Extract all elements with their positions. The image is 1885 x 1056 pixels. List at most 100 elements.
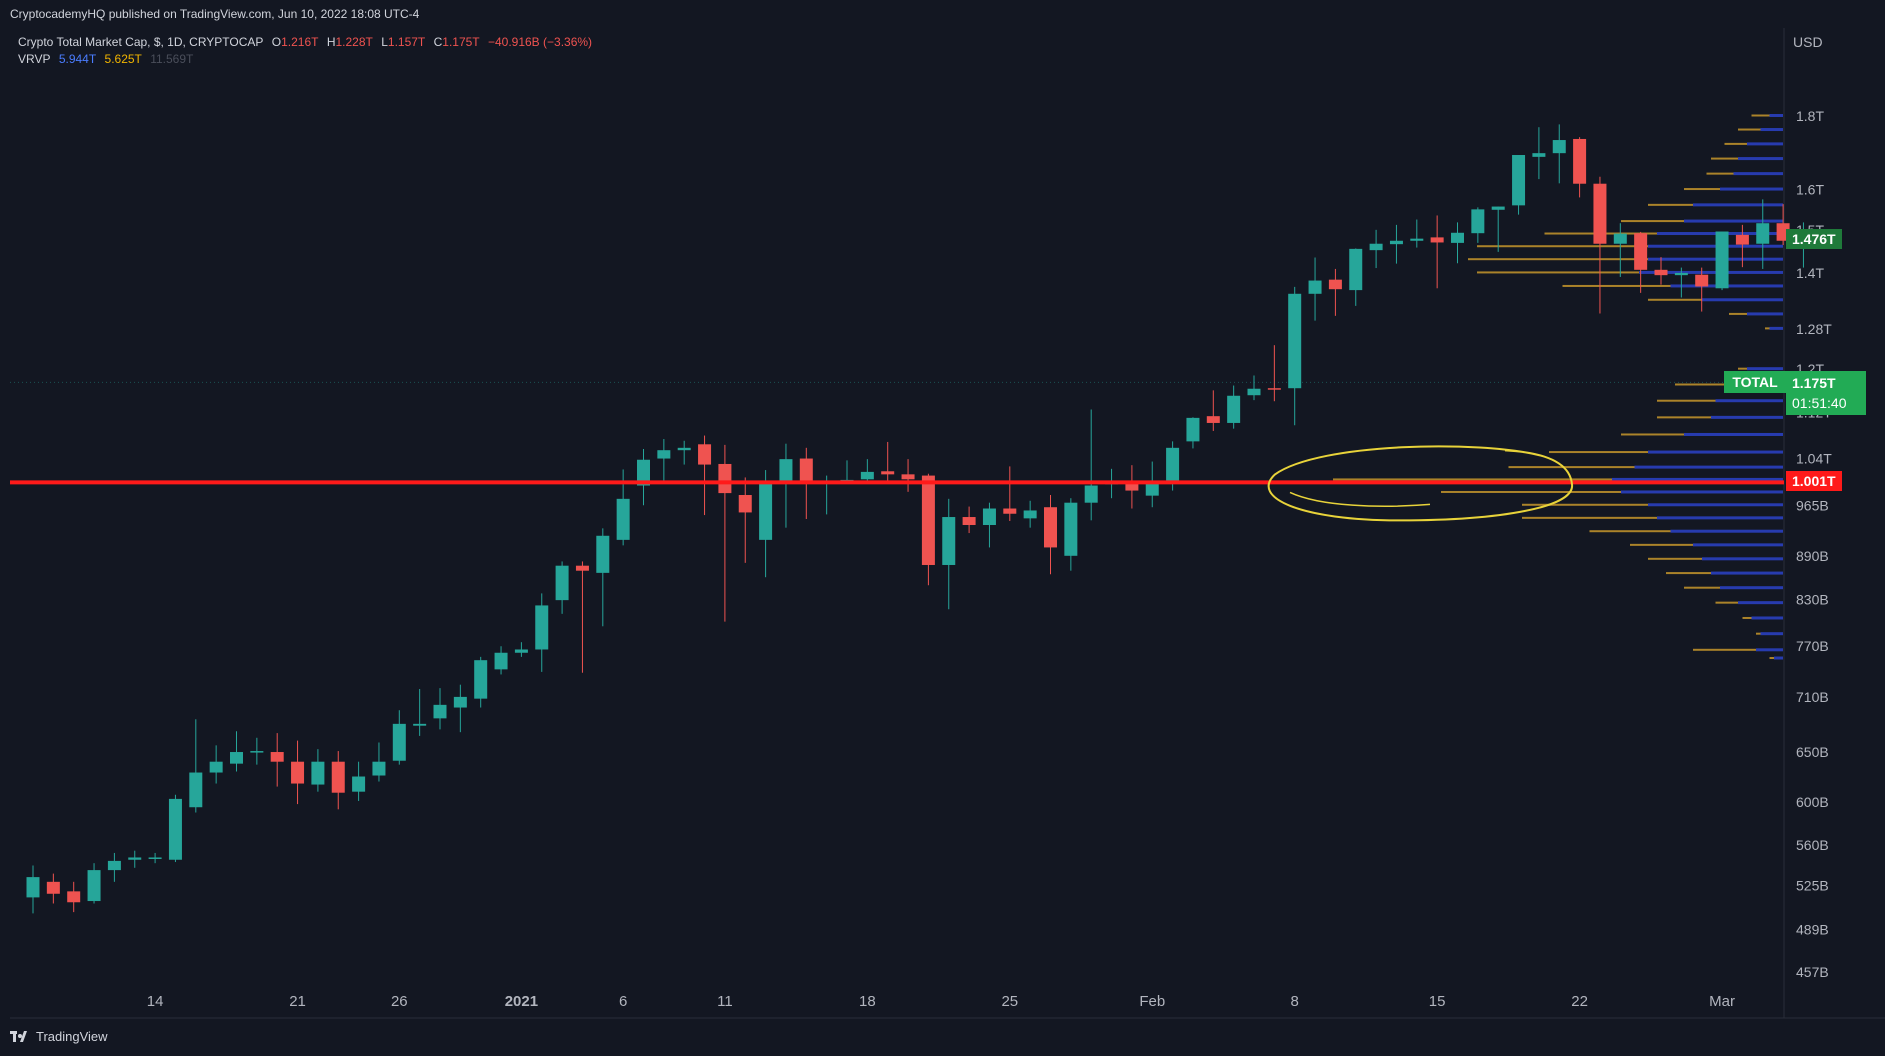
candle-body — [168, 798, 182, 860]
legend-symbol[interactable]: Crypto Total Market Cap, $, 1D, CRYPTOCA… — [18, 35, 264, 49]
candle-body — [616, 498, 630, 540]
volume-profile-up-bar — [1612, 477, 1783, 481]
candle-body — [535, 605, 549, 650]
volume-profile-down-bar — [1630, 543, 1693, 546]
volume-profile-up-bar — [1760, 632, 1783, 636]
x-tick-label: 25 — [1001, 993, 1018, 1010]
volume-profile-up-bar — [1738, 157, 1783, 161]
candle-body — [860, 471, 874, 480]
volume-profile-up-bar — [1702, 298, 1783, 302]
tradingview-logo-icon — [10, 1030, 30, 1043]
candle-body — [291, 761, 305, 784]
legend-ohlc: O1.216T H1.228T L1.157T C1.175T −40.916B… — [272, 35, 597, 49]
candle-body — [413, 723, 427, 726]
y-tick-label: 770B — [1796, 638, 1829, 654]
candle-body — [494, 652, 508, 670]
candle-body — [1267, 388, 1281, 390]
highlight-ellipse-annotation[interactable] — [1267, 445, 1574, 522]
top-price-tag: 1.476T — [1786, 229, 1842, 249]
symbol-price-label: TOTAL — [1724, 371, 1786, 393]
candle-body — [46, 881, 60, 894]
bar-countdown: 01:51:40 — [1792, 395, 1847, 411]
y-tick-label: 560B — [1796, 837, 1829, 853]
legend-low: 1.157T — [387, 35, 426, 49]
volume-profile-down-bar — [1751, 114, 1770, 117]
chart-frame[interactable] — [10, 28, 1785, 1018]
volume-profile-up-bar — [1747, 367, 1783, 371]
x-tick-label: 26 — [391, 993, 408, 1010]
candle-body — [1634, 233, 1648, 270]
legend-high-label: H — [326, 35, 336, 49]
volume-profile-down-bar — [1765, 327, 1770, 330]
candle-body — [1756, 223, 1770, 244]
y-tick-label: 1.04T — [1796, 451, 1832, 467]
volume-profile-down-bar — [1729, 312, 1747, 315]
x-tick-label: 18 — [859, 993, 876, 1010]
volume-profile-up-bar — [1693, 543, 1783, 547]
candle-body — [453, 696, 467, 708]
candle-body — [1654, 269, 1668, 276]
volume-profile-up-bar — [1720, 187, 1783, 191]
last-price-tag: 1.175T 01:51:40 — [1786, 371, 1866, 415]
level-price-tag: 1.001T — [1786, 471, 1842, 491]
candle-body — [189, 772, 203, 808]
volume-profile-down-bar — [1724, 142, 1747, 145]
volume-profile-up-bar — [1720, 586, 1783, 590]
candle-body — [1674, 272, 1688, 276]
volume-profile-down-bar — [1684, 188, 1720, 191]
candle-body — [1532, 153, 1546, 157]
legend-main-row: Crypto Total Market Cap, $, 1D, CRYPTOCA… — [18, 34, 602, 51]
candle-body — [901, 474, 915, 480]
candle-body — [270, 752, 284, 762]
y-tick-label: 525B — [1796, 877, 1829, 893]
volume-profile-down-bar — [1756, 632, 1761, 635]
x-tick-label: 2021 — [505, 993, 538, 1010]
candle-body — [1613, 233, 1627, 244]
legend-low-label: L — [381, 35, 388, 49]
volume-profile-down-bar — [1477, 245, 1648, 248]
volume-profile-up-bar — [1648, 503, 1783, 507]
candle-body — [1084, 485, 1098, 503]
legend-open-label: O — [271, 35, 282, 49]
y-tick-label: 1.4T — [1796, 265, 1824, 281]
volume-profile-down-bar — [1549, 451, 1648, 454]
candle-body — [677, 447, 691, 451]
y-tick-label: 710B — [1796, 689, 1829, 705]
x-tick-label: 6 — [619, 993, 627, 1010]
volume-profile-down-bar — [1621, 433, 1684, 436]
candle-body — [392, 723, 406, 761]
candle-body — [311, 761, 325, 785]
volume-profile-up-bar — [1639, 270, 1783, 274]
candle-body — [87, 870, 101, 902]
volume-profile-down-bar — [1769, 657, 1774, 660]
candle-body — [921, 475, 935, 565]
top-bar: CryptocademyHQ published on TradingView.… — [0, 0, 1885, 28]
candle-body — [596, 535, 610, 573]
volume-profile-up-bar — [1693, 203, 1783, 207]
x-tick-label: 22 — [1571, 993, 1588, 1010]
candle-body — [1044, 507, 1057, 548]
highlight-ellipse-stroke — [1289, 491, 1431, 507]
volume-profile-down-bar — [1657, 416, 1711, 419]
candle-body — [352, 776, 366, 792]
y-tick-label: 457B — [1796, 964, 1829, 980]
volume-profile-down-bar — [1333, 478, 1612, 481]
volume-profile-up-bar — [1738, 601, 1783, 605]
legend-indicator[interactable]: VRVP — [18, 52, 51, 66]
candle-body — [1003, 508, 1017, 514]
x-tick-label: 14 — [147, 993, 164, 1010]
candle-body — [962, 517, 976, 525]
tradingview-brand[interactable]: TradingView — [10, 1029, 108, 1044]
volume-profile-up-bar — [1711, 415, 1783, 419]
candle-body — [128, 857, 142, 860]
candle-body — [1328, 279, 1342, 290]
candle-body — [1552, 140, 1566, 154]
candle-body — [1735, 234, 1749, 245]
publisher-info: CryptocademyHQ published on TradingView.… — [10, 7, 420, 21]
candle-body — [1410, 238, 1424, 241]
candle-body — [799, 458, 813, 482]
candle-body — [1145, 482, 1159, 496]
candle-body — [1430, 237, 1444, 243]
candle-body — [514, 649, 528, 653]
